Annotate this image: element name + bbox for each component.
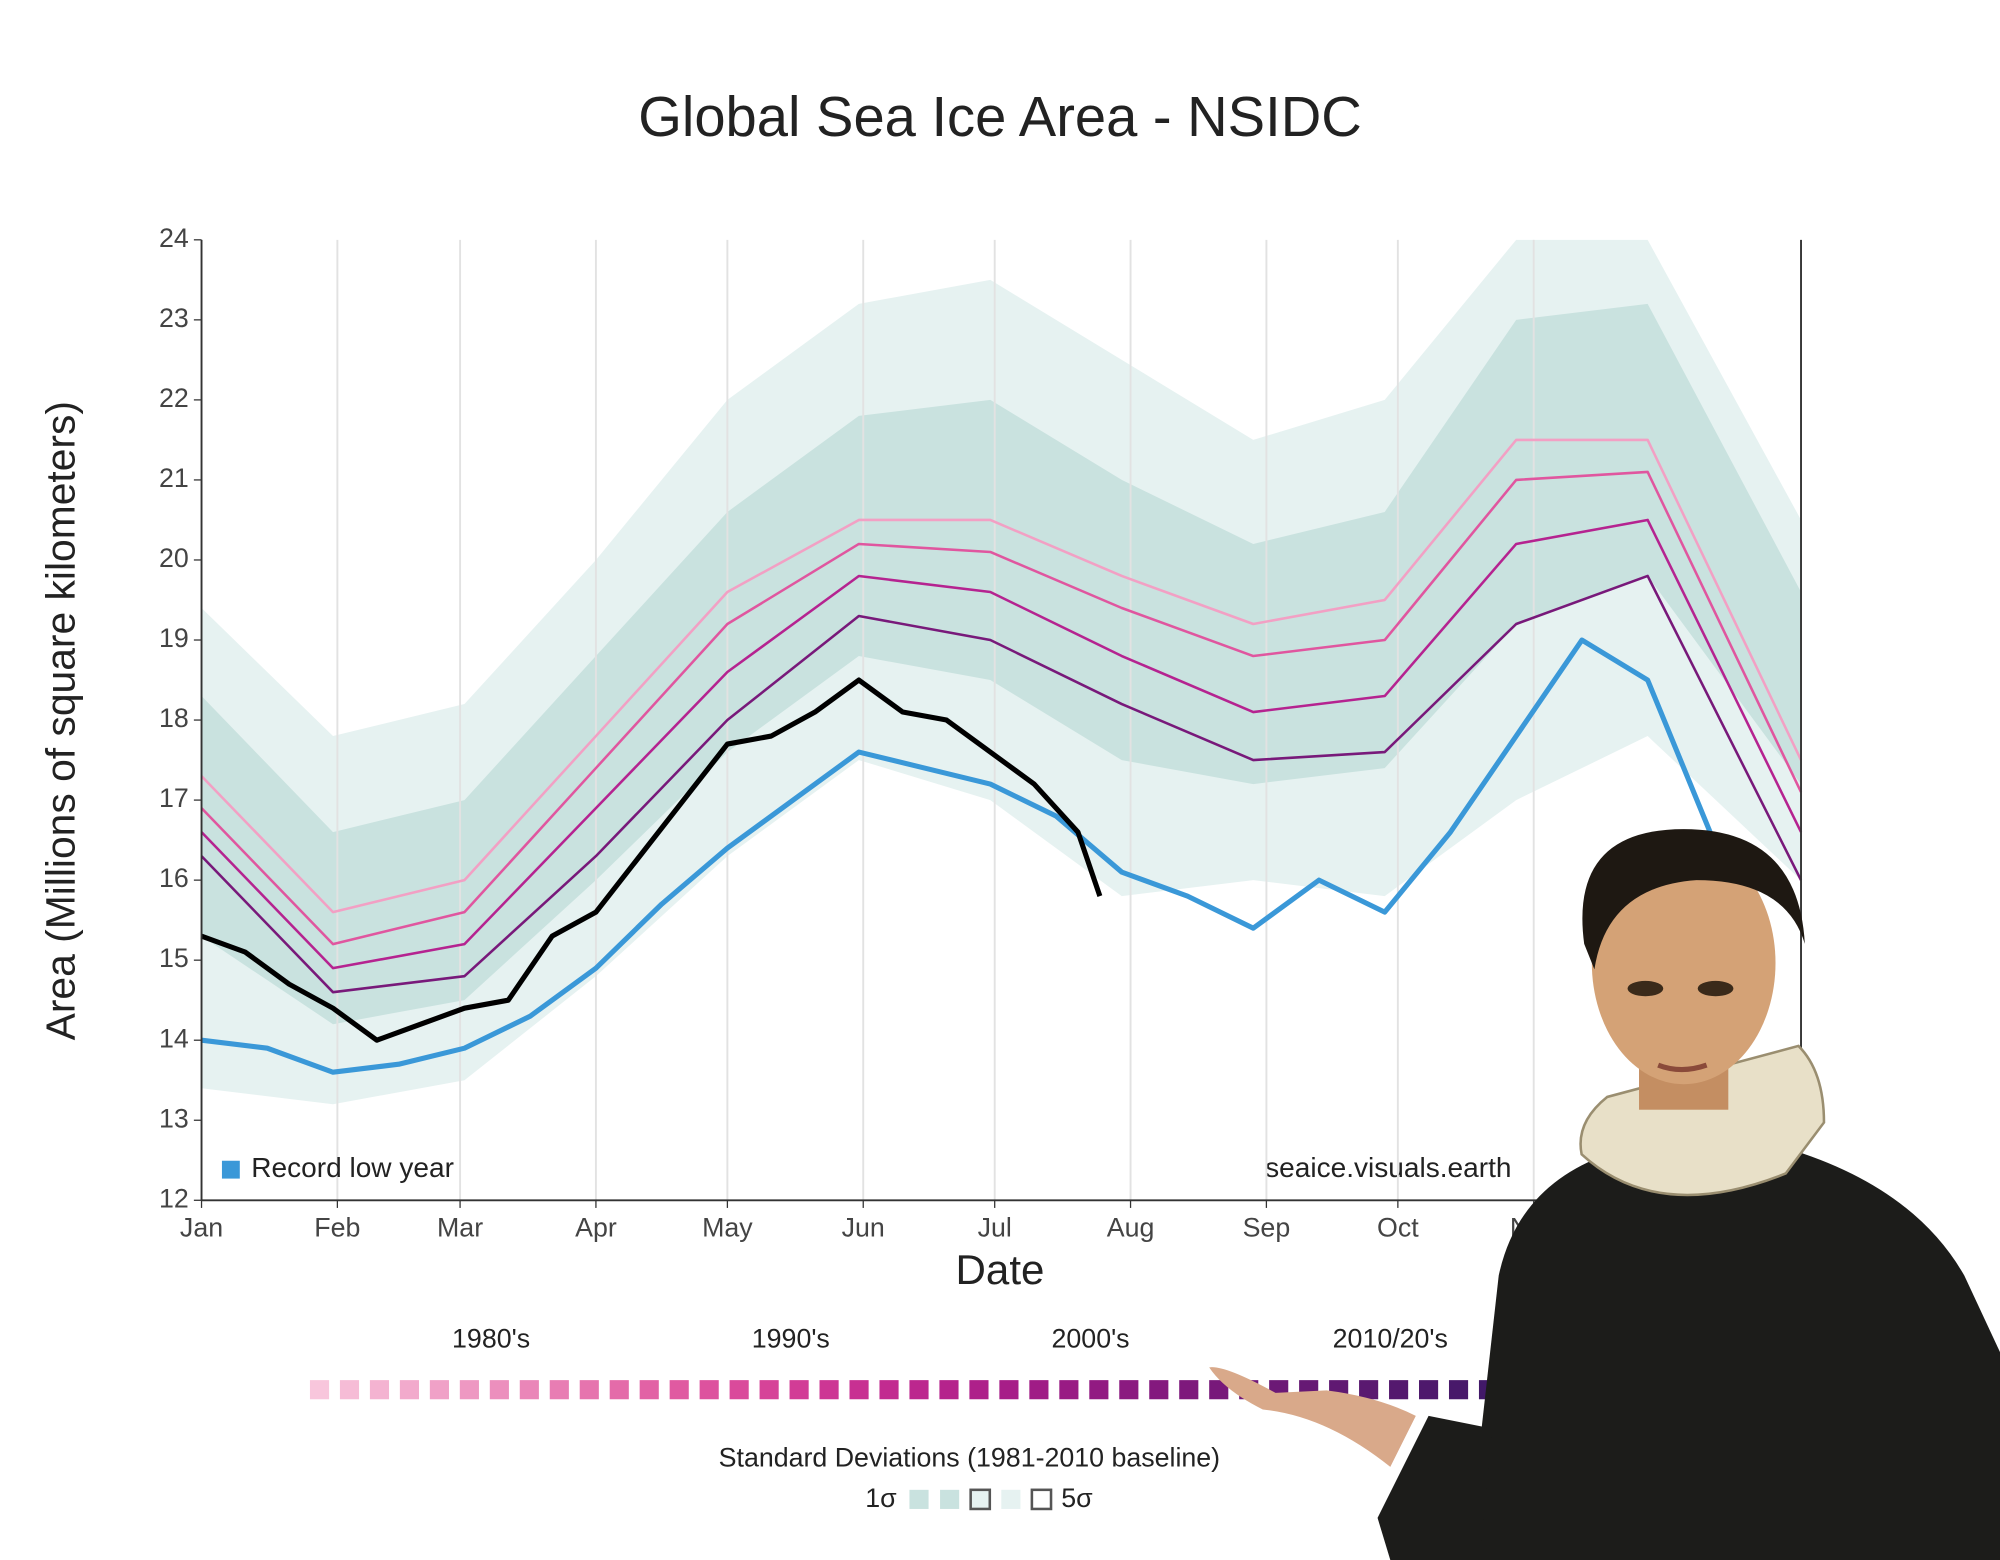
year-swatch [459, 1380, 479, 1400]
x-tick-label: Mar [437, 1213, 483, 1243]
year-swatch [1209, 1380, 1229, 1400]
year-swatch [489, 1380, 509, 1400]
y-tick-label: 24 [159, 223, 189, 253]
year-swatch [789, 1380, 809, 1400]
x-tick-label: Jun [842, 1213, 885, 1243]
year-swatch [1179, 1380, 1199, 1400]
y-tick-label: 16 [159, 863, 189, 893]
y-axis-label: Area (Millions of square kilometers) [38, 401, 84, 1040]
y-tick-label: 13 [159, 1103, 189, 1133]
series-line [200, 574, 1803, 994]
band-legend-title: Standard Deviations (1981-2010 baseline) [719, 1442, 1220, 1472]
y-tick-label: 18 [159, 703, 189, 733]
x-tick-label: Aug [1107, 1213, 1155, 1243]
y-tick-label: 19 [159, 623, 189, 653]
year-swatch [669, 1380, 689, 1400]
year-swatch [999, 1380, 1019, 1400]
band-legend-label: 5σ [1061, 1483, 1093, 1513]
band-swatch [1001, 1489, 1021, 1509]
year-swatch [699, 1380, 719, 1400]
year-swatch [639, 1380, 659, 1400]
decade-label: 1980's [452, 1324, 530, 1354]
year-swatch [339, 1380, 360, 1400]
year-swatch [1149, 1380, 1169, 1400]
y-tick-label: 20 [159, 543, 189, 573]
x-tick-label: May [702, 1213, 753, 1243]
annotation: seaice.visuals.earth [1265, 1152, 1511, 1183]
legend-label: Record low year [251, 1152, 454, 1183]
year-swatch [549, 1380, 569, 1400]
series-line [200, 677, 1103, 1043]
year-swatch [1089, 1380, 1109, 1400]
year-swatch [1419, 1380, 1439, 1400]
x-tick-label: Jan [180, 1213, 223, 1243]
year-swatch [519, 1380, 539, 1400]
year-swatch [399, 1380, 420, 1400]
year-swatch [819, 1380, 839, 1400]
year-swatch [879, 1380, 899, 1400]
chart-title: Global Sea Ice Area - NSIDC [638, 85, 1362, 148]
year-swatch [309, 1380, 330, 1400]
year-swatch [579, 1380, 599, 1400]
year-swatch [729, 1380, 749, 1400]
legend-swatch [221, 1160, 240, 1179]
y-tick-label: 22 [159, 383, 189, 413]
year-swatch [969, 1380, 989, 1400]
year-swatch [1359, 1380, 1379, 1400]
x-axis-label: Date [956, 1246, 1045, 1293]
year-swatch [1119, 1380, 1139, 1400]
portrait [1209, 829, 2000, 1560]
series-line [200, 470, 1803, 946]
x-tick-label: Jul [978, 1213, 1012, 1243]
y-tick-label: 14 [159, 1023, 189, 1053]
year-swatch [609, 1380, 629, 1400]
x-tick-label: Feb [314, 1213, 360, 1243]
year-swatch [1029, 1380, 1049, 1400]
sigma-band [201, 303, 1802, 1025]
year-swatch [849, 1380, 869, 1400]
decade-label: 1990's [752, 1324, 830, 1354]
year-swatch [909, 1380, 929, 1400]
y-tick-label: 12 [159, 1183, 189, 1213]
y-tick-label: 15 [159, 943, 189, 973]
year-swatch [1389, 1380, 1409, 1400]
band-swatch [940, 1489, 960, 1509]
series-line [200, 518, 1803, 970]
x-tick-label: Sep [1243, 1213, 1291, 1243]
year-swatch [369, 1380, 390, 1400]
decade-label: 2010/20's [1333, 1324, 1448, 1354]
band-legend-label: 1σ [865, 1483, 897, 1513]
y-tick-label: 17 [159, 783, 189, 813]
year-swatch [1448, 1380, 1469, 1400]
plot: Global Sea Ice Area - NSIDC Date Area (M… [38, 85, 1803, 1513]
y-tick-label: 23 [159, 303, 189, 333]
y-tick-label: 21 [159, 463, 189, 493]
x-tick-label: Apr [575, 1213, 617, 1243]
x-tick-label: Oct [1377, 1213, 1419, 1243]
series-line [200, 438, 1803, 914]
year-swatch [759, 1380, 779, 1400]
year-swatch [1059, 1380, 1079, 1400]
decade-label: 2000's [1052, 1324, 1130, 1354]
series-line [201, 637, 1716, 1075]
band-swatch [1030, 1488, 1053, 1511]
year-swatch [429, 1380, 449, 1400]
band-swatch [909, 1489, 929, 1509]
band-swatch [969, 1488, 992, 1511]
year-swatch [939, 1380, 959, 1400]
